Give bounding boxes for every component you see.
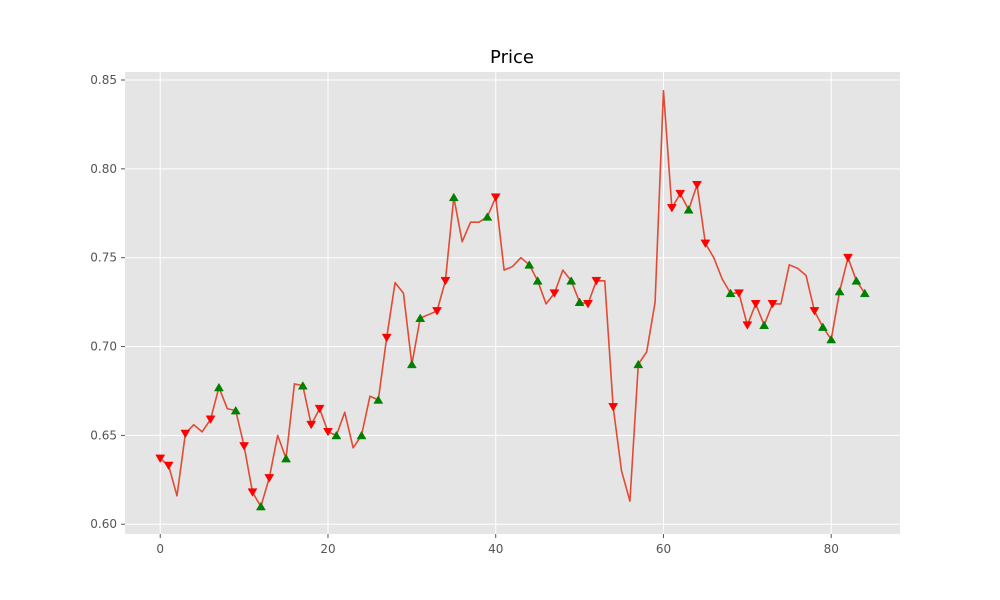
buy-marker (373, 395, 384, 404)
sell-marker (314, 404, 325, 414)
sell-marker (608, 403, 619, 412)
sell-marker (306, 420, 317, 430)
sell-marker (591, 276, 602, 286)
buy-marker (725, 288, 736, 298)
buy-marker (255, 501, 266, 511)
sell-marker (767, 300, 778, 309)
x-tick-label: 40 (488, 542, 503, 556)
x-tick-label: 0 (156, 542, 164, 556)
sell-marker (583, 300, 593, 309)
sell-marker (809, 307, 820, 316)
x-tick-label: 60 (656, 542, 671, 556)
sell-marker (239, 442, 250, 451)
buy-marker (524, 260, 535, 269)
buy-marker (633, 359, 644, 369)
sell-marker (163, 461, 174, 471)
axis-ticks: 0 20 40 60 80 0.60 0.65 0.70 0.75 0.80 0.85 (90, 73, 839, 556)
buy-marker (759, 320, 770, 330)
sell-marker (666, 204, 677, 213)
sell-marker (264, 474, 275, 483)
buy-marker (834, 286, 845, 296)
sell-marker (675, 189, 686, 199)
x-tick-label: 80 (824, 542, 839, 556)
sell-marker (180, 429, 191, 439)
y-tick-label: 0.75 (90, 251, 117, 265)
sell-marker (700, 239, 711, 249)
buy-marker (851, 276, 862, 285)
sell-marker (750, 300, 761, 309)
buy-marker (574, 297, 585, 306)
sell-marker (843, 253, 853, 263)
buy-marker (415, 313, 426, 322)
buy-marker (356, 430, 367, 440)
buy-marker (406, 359, 417, 369)
sell-marker (247, 488, 258, 497)
buy-marker (532, 276, 543, 285)
sell-marker (742, 321, 753, 330)
buy-marker (826, 334, 837, 344)
buy-marker (214, 382, 224, 392)
sell-marker (155, 454, 166, 464)
sell-marker (440, 276, 451, 286)
y-tick-label: 0.80 (90, 162, 117, 176)
y-tick-label: 0.60 (90, 517, 117, 531)
buy-marker (281, 453, 291, 463)
buy-marker (297, 381, 308, 390)
sell-marker (205, 415, 216, 424)
buy-marker (566, 276, 577, 285)
buy-marker (448, 192, 459, 202)
sell-marker (692, 180, 702, 190)
x-tick-label: 20 (320, 542, 335, 556)
buy-marker (482, 212, 493, 221)
y-tick-label: 0.65 (90, 428, 117, 442)
sell-marker (549, 289, 560, 298)
plot-area (125, 72, 900, 534)
markers-layer (155, 180, 870, 511)
y-tick-label: 0.85 (90, 73, 117, 87)
grid-lines (125, 72, 900, 534)
sell-marker (381, 333, 392, 343)
sell-marker (734, 289, 744, 298)
sell-marker (432, 307, 442, 316)
buy-marker (683, 205, 694, 214)
buy-marker (859, 288, 870, 298)
y-tick-label: 0.70 (90, 340, 117, 354)
sell-marker (490, 193, 501, 202)
sell-marker (323, 427, 333, 437)
buy-marker (230, 405, 241, 415)
buy-marker (331, 430, 342, 440)
buy-marker (817, 322, 828, 331)
chart-title: Price (490, 47, 534, 68)
